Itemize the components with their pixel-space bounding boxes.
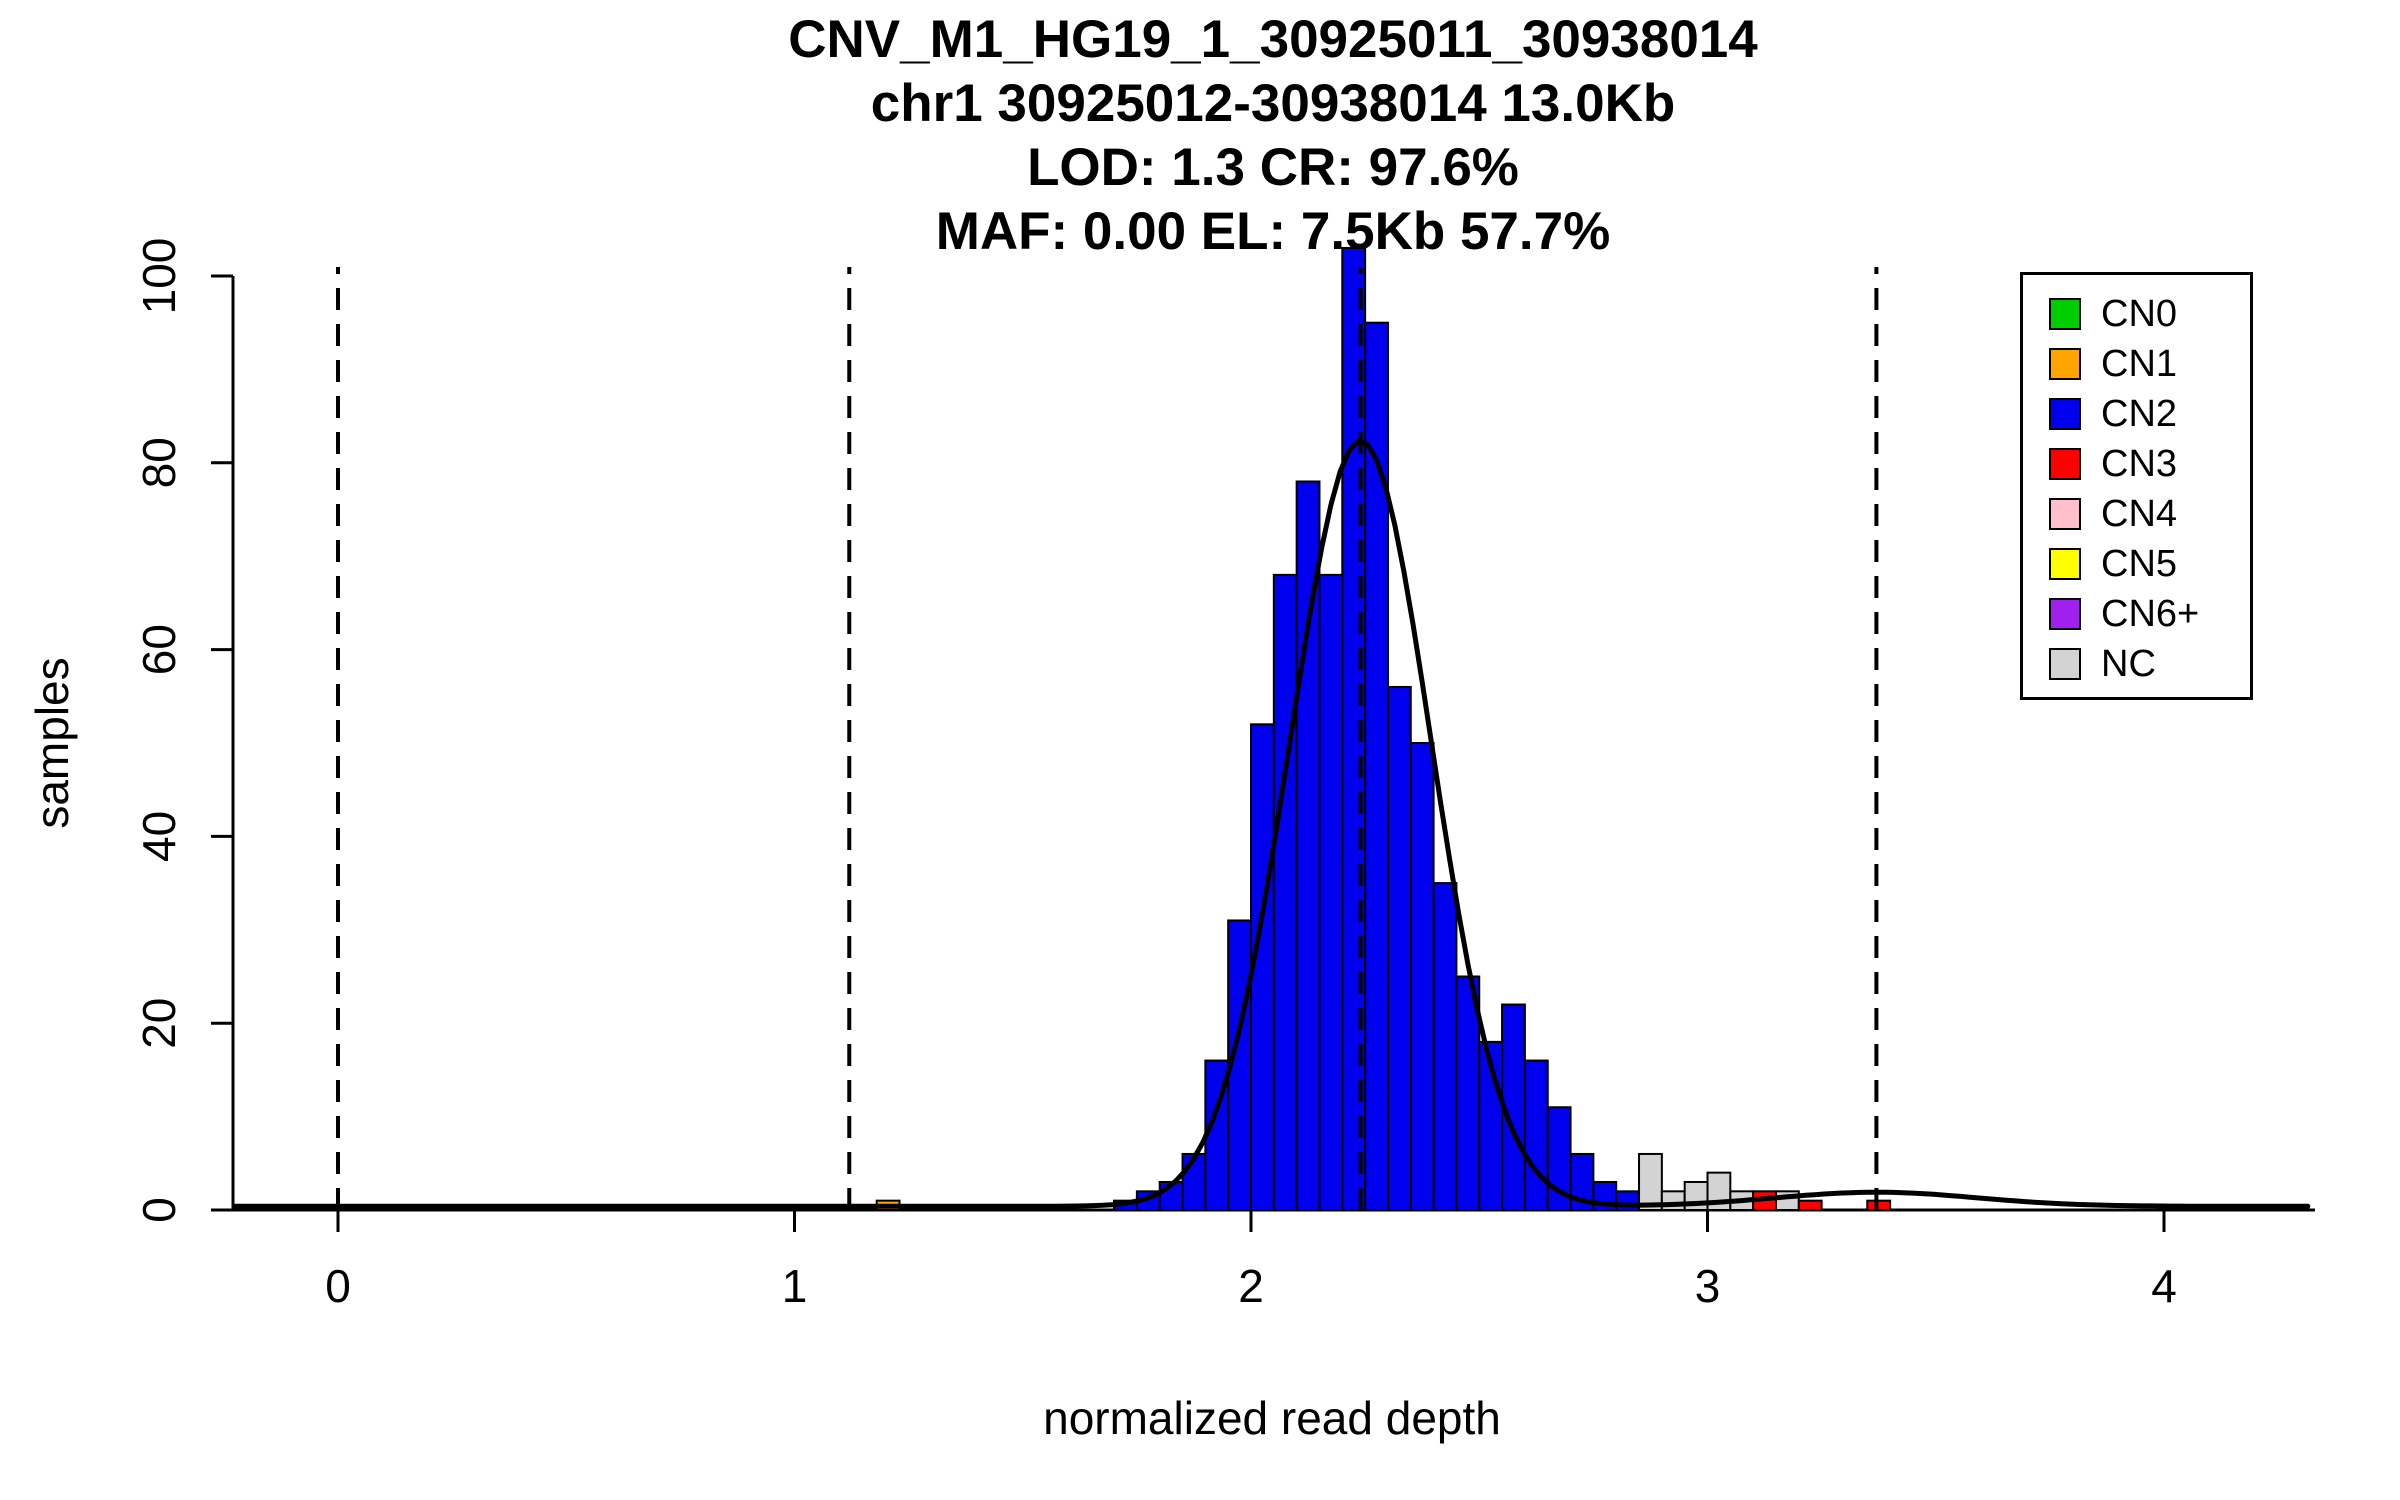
plot-title-block: CNV_M1_HG19_1_30925011_30938014 chr1 309… — [233, 8, 2313, 264]
title-line-3: LOD: 1.3 CR: 97.6% — [1027, 138, 1519, 197]
legend-swatch-cn0 — [2049, 298, 2081, 330]
legend-item-cn4: CN4 — [2049, 489, 2250, 539]
histogram-bar-cn2 — [1523, 1059, 1549, 1212]
histogram-bar-nc — [1638, 1152, 1663, 1211]
legend-label-cn0: CN0 — [2101, 293, 2178, 335]
legend-swatch-cn1 — [2049, 348, 2081, 380]
y-tick-label: 0 — [133, 1197, 185, 1223]
y-tick-label: 20 — [133, 998, 185, 1049]
legend-item-cn6plus: CN6+ — [2049, 589, 2250, 639]
legend-swatch-cn5 — [2049, 548, 2081, 580]
y-axis-label: samples — [26, 657, 78, 829]
histogram-bar-cn2 — [1272, 573, 1298, 1211]
title-line-4: MAF: 0.00 EL: 7.5Kb 57.7% — [935, 202, 1611, 261]
histogram-bar-cn2 — [1409, 742, 1435, 1211]
legend-item-cn0: CN0 — [2049, 289, 2250, 339]
legend-label-cn6plus: CN6+ — [2101, 593, 2200, 635]
legend-swatch-nc — [2049, 648, 2081, 680]
x-tick-label: 3 — [1695, 1260, 1721, 1312]
legend-label-cn2: CN2 — [2101, 393, 2178, 435]
x-axis-label: normalized read depth — [1043, 1392, 1501, 1444]
x-tick-label: 1 — [782, 1260, 808, 1312]
title-line-1: CNV_M1_HG19_1_30925011_30938014 — [788, 10, 1758, 69]
legend-swatch-cn4 — [2049, 498, 2081, 530]
histogram-bar-cn2 — [1318, 573, 1344, 1211]
x-tick-label: 0 — [325, 1260, 351, 1312]
legend-item-cn1: CN1 — [2049, 339, 2250, 389]
x-tick-label: 2 — [1238, 1260, 1264, 1312]
legend-item-cn5: CN5 — [2049, 539, 2250, 589]
legend-label-cn5: CN5 — [2101, 543, 2178, 585]
histogram-bar-cn2 — [1386, 685, 1412, 1211]
y-tick-label: 60 — [133, 624, 185, 675]
legend-label-nc: NC — [2101, 643, 2156, 685]
legend-swatch-cn2 — [2049, 398, 2081, 430]
legend-item-cn2: CN2 — [2049, 389, 2250, 439]
histogram-bar-cn3 — [1797, 1199, 1823, 1212]
histogram-bar-nc — [1660, 1190, 1686, 1211]
legend-item-nc: NC — [2049, 639, 2250, 689]
legend: CN0 CN1 CN2 CN3 CN4 CN5 CN6+ NC — [2020, 272, 2253, 700]
y-tick-label: 100 — [133, 238, 185, 315]
histogram-bar-cn2 — [1432, 882, 1458, 1211]
legend-label-cn4: CN4 — [2101, 493, 2178, 535]
x-tick-label: 4 — [2151, 1260, 2177, 1312]
y-tick-label: 80 — [133, 437, 185, 488]
legend-item-cn3: CN3 — [2049, 439, 2250, 489]
density-curve — [232, 438, 2311, 1209]
title-line-2: chr1 30925012-30938014 13.0Kb — [870, 74, 1676, 133]
legend-swatch-cn3 — [2049, 448, 2081, 480]
histogram-bar-cn3 — [1866, 1199, 1892, 1212]
y-tick-label: 40 — [133, 811, 185, 862]
legend-label-cn1: CN1 — [2101, 343, 2178, 385]
legend-label-cn3: CN3 — [2101, 443, 2178, 485]
legend-swatch-cn6plus — [2049, 598, 2081, 630]
